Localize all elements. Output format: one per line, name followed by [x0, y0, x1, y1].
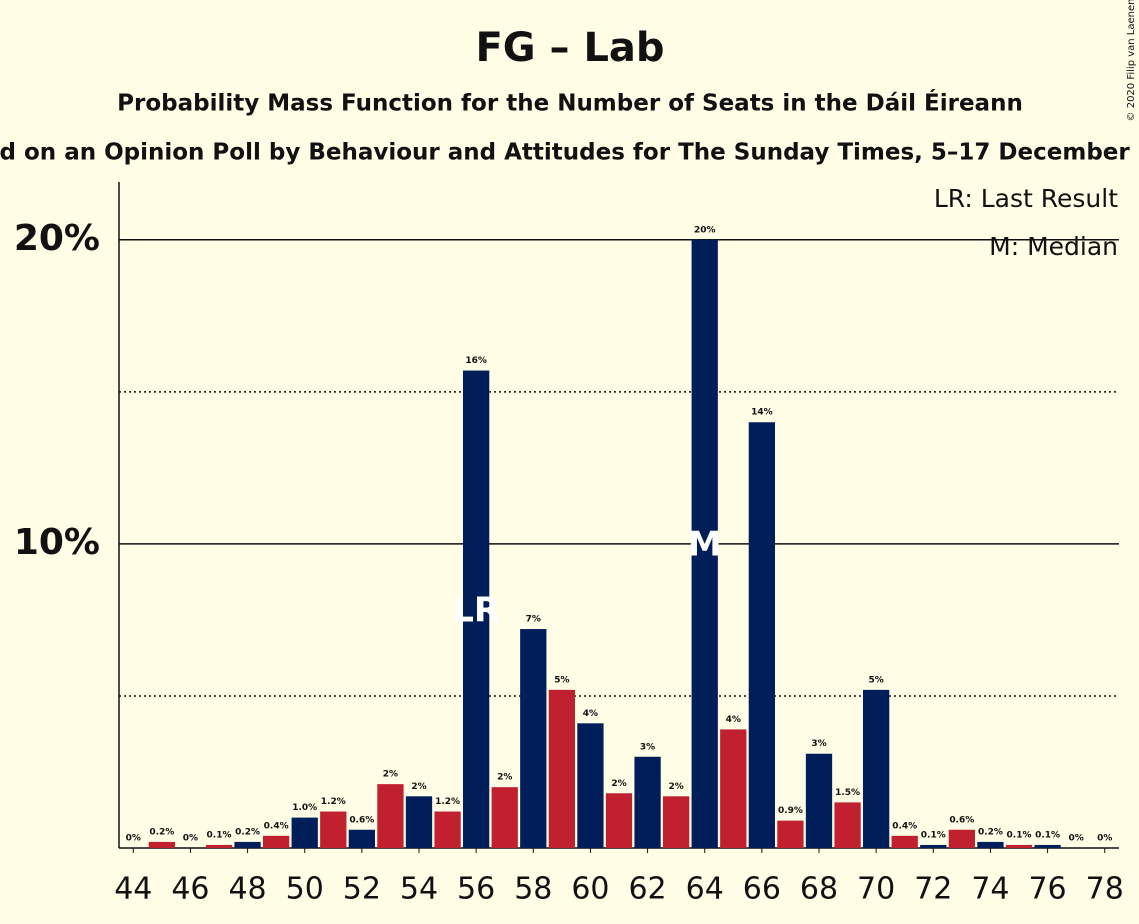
bar: [834, 802, 861, 848]
value-label: 20%: [694, 225, 716, 235]
value-label: 1.0%: [292, 803, 317, 813]
x-tick-label: 68: [800, 872, 838, 907]
value-label: 0.4%: [264, 821, 289, 831]
value-label: 1.2%: [435, 797, 460, 807]
value-label: 0.2%: [149, 827, 174, 837]
bar: [577, 723, 604, 848]
subtitle: Probability Mass Function for the Number…: [117, 89, 1023, 117]
chart-title: FG – Lab: [475, 25, 664, 71]
bar: [777, 820, 804, 848]
x-tick-label: 72: [914, 872, 952, 907]
bar: [291, 817, 318, 848]
bar: [977, 841, 1004, 848]
value-label: 0.9%: [778, 806, 803, 816]
x-tick-label: 64: [686, 872, 724, 907]
y-tick-label: 20%: [14, 218, 100, 259]
value-label: 0.6%: [949, 815, 974, 825]
x-tick-label: 52: [343, 872, 381, 907]
x-tick-label: 48: [228, 872, 266, 907]
value-label: 0.1%: [921, 830, 946, 840]
bar: [920, 844, 947, 848]
bar: [1005, 844, 1033, 848]
x-tick-label: 54: [400, 872, 438, 907]
legend-entry: M: Median: [989, 232, 1118, 261]
annotation: M: [688, 525, 722, 565]
bar: [205, 844, 233, 848]
bar: [234, 841, 261, 848]
value-label: 0.6%: [349, 815, 374, 825]
bar: [948, 829, 975, 848]
subtitle: sed on an Opinion Poll by Behaviour and …: [0, 140, 1139, 166]
bar: [491, 787, 518, 848]
x-tick-label: 46: [171, 872, 209, 907]
value-label: 1.5%: [835, 788, 860, 798]
value-label: 0%: [1097, 834, 1112, 844]
bar: [720, 729, 747, 848]
bar: [320, 811, 347, 848]
value-label: 4%: [726, 715, 741, 725]
bar: [691, 239, 718, 848]
x-tick-label: 70: [857, 872, 895, 907]
value-label: 3%: [640, 742, 655, 752]
bar: [377, 784, 404, 848]
x-tick-label: 62: [628, 872, 666, 907]
bar: [434, 811, 461, 848]
x-tick-label: 50: [286, 872, 324, 907]
value-label: 4%: [583, 709, 598, 719]
value-label: 2%: [411, 782, 426, 792]
value-label: 0.1%: [207, 830, 232, 840]
legend-entry: LR: Last Result: [934, 184, 1118, 213]
bar: [148, 841, 175, 848]
y-tick-label: 10%: [14, 522, 100, 563]
bar: [348, 829, 375, 848]
value-label: 2%: [611, 779, 626, 789]
x-tick-label: 66: [743, 872, 781, 907]
x-tick-label: 44: [114, 872, 152, 907]
copyright: © 2020 Filip van Laenen: [1126, 0, 1137, 121]
value-label: 3%: [811, 739, 826, 749]
value-label: 2%: [497, 773, 512, 783]
value-label: 0.2%: [978, 827, 1003, 837]
x-tick-label: 60: [571, 872, 609, 907]
value-label: 0%: [183, 834, 198, 844]
bar: [263, 835, 290, 848]
value-label: 0%: [126, 834, 141, 844]
bar: [634, 756, 661, 848]
value-label: 2%: [383, 770, 398, 780]
bar: [605, 793, 633, 848]
value-label: 1.2%: [321, 797, 346, 807]
bar: [520, 629, 547, 848]
bar: [463, 370, 490, 848]
x-tick-label: 78: [1086, 872, 1124, 907]
bar: [748, 422, 775, 848]
bar: [1034, 844, 1061, 848]
value-label: 0.1%: [1007, 830, 1032, 840]
bar: [805, 753, 833, 848]
value-label: 16%: [465, 356, 487, 366]
value-label: 0.1%: [1035, 830, 1060, 840]
x-tick-label: 58: [514, 872, 552, 907]
value-label: 7%: [526, 615, 541, 625]
bar: [891, 835, 918, 848]
x-tick-label: 74: [971, 872, 1009, 907]
value-label: 0%: [1069, 834, 1084, 844]
bar: [548, 689, 575, 848]
x-tick-label: 76: [1028, 872, 1066, 907]
value-label: 5%: [554, 675, 569, 685]
bar: [405, 796, 433, 848]
value-label: 2%: [669, 782, 684, 792]
bar: [863, 689, 890, 848]
value-label: 0.4%: [892, 821, 917, 831]
value-label: 0.2%: [235, 827, 260, 837]
value-label: 14%: [751, 408, 773, 418]
x-tick-label: 56: [457, 872, 495, 907]
annotation: LR: [452, 591, 500, 631]
value-label: 5%: [869, 675, 884, 685]
bar: [663, 796, 690, 848]
